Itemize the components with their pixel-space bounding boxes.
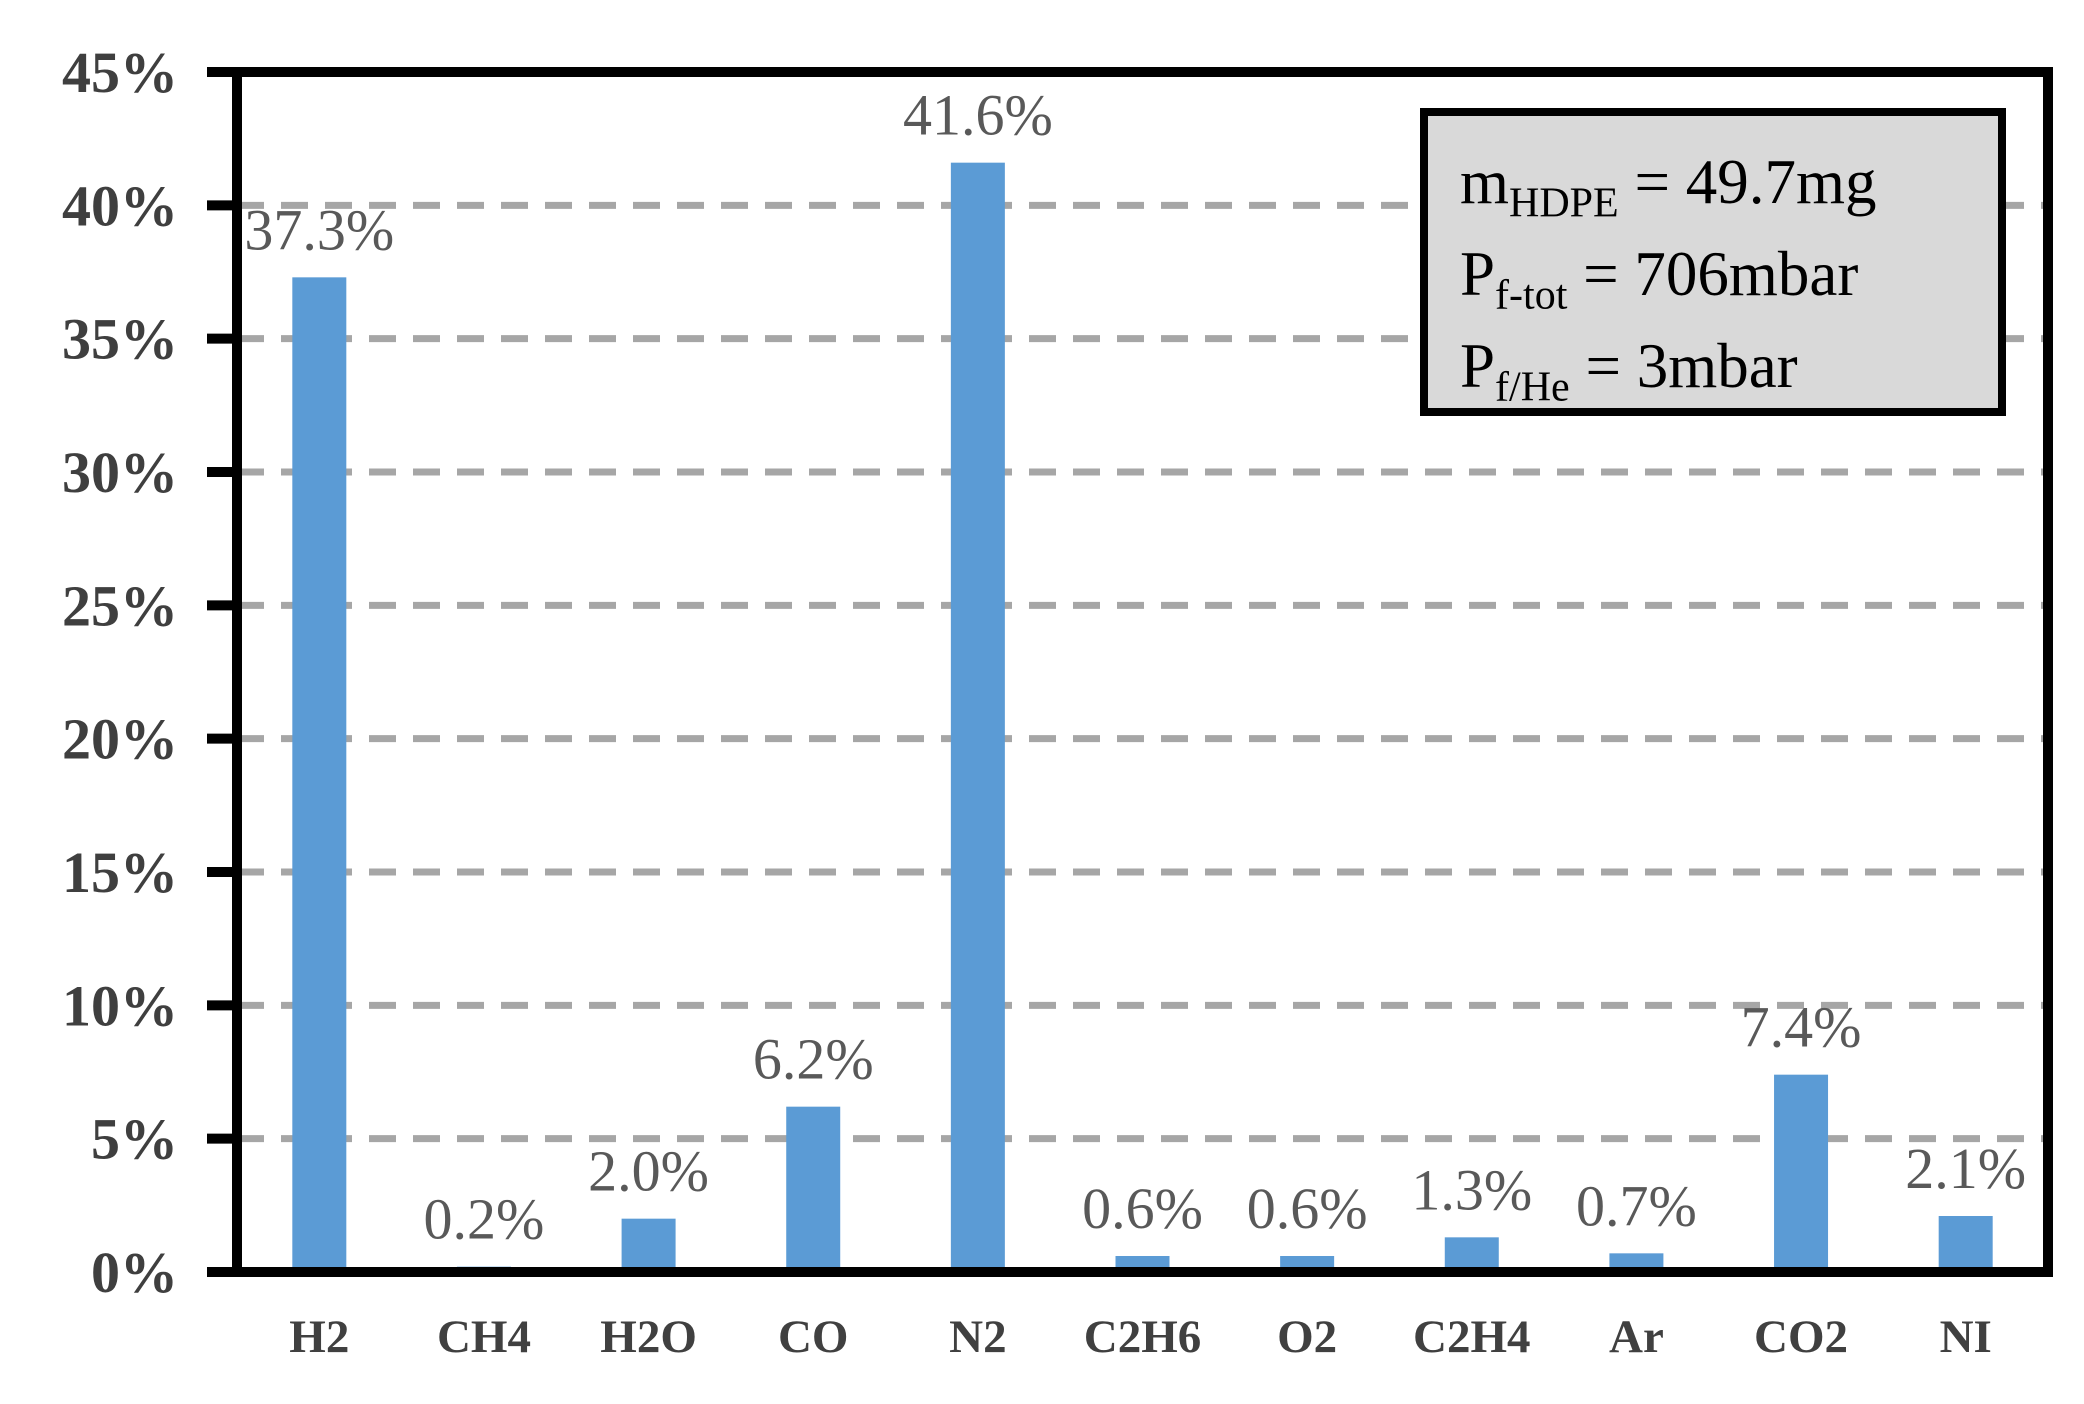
bar-label-CO: 6.2%: [753, 1027, 874, 1092]
plot-frame: [232, 67, 2053, 1277]
x-axis-label-CO: CO: [778, 1311, 849, 1363]
y-axis-labels: 0% 5% 10% 15% 20% 25% 30% 35% 40% 45%: [62, 40, 178, 1305]
y-axis-label: 15%: [62, 840, 178, 905]
bar-H2: [292, 277, 347, 1272]
annotation-line: mHDPE = 49.7mg: [1460, 147, 1877, 227]
x-axis-label-N2: N2: [949, 1311, 1006, 1363]
y-axis-label: 0%: [91, 1240, 178, 1305]
y-axis-label: 10%: [62, 973, 178, 1038]
x-axis-label-CH4: CH4: [437, 1311, 531, 1363]
x-axis-label-H2O: H2O: [600, 1311, 697, 1363]
x-axis-label-C2H4: C2H4: [1413, 1311, 1531, 1363]
bar-label-N2: 41.6%: [903, 83, 1053, 148]
x-axis-label-O2: O2: [1277, 1311, 1337, 1363]
bar-CO: [786, 1106, 841, 1272]
y-axis-label: 35%: [62, 307, 178, 372]
bar-N2: [950, 162, 1005, 1273]
y-axis-label: 30%: [62, 440, 178, 505]
y-axis-label: 25%: [62, 573, 178, 638]
bar-label-CH4: 0.2%: [424, 1187, 545, 1252]
bar-label-H2: 37.3%: [244, 197, 394, 262]
bars: [292, 162, 1993, 1273]
annotation-box: mHDPE = 49.7mg Pf-tot = 706mbar Pf/He = 3m…: [1420, 108, 2006, 416]
y-axis-label: 5%: [91, 1107, 178, 1172]
x-axis-label-NI: NI: [1940, 1311, 1992, 1363]
y-axis-label: 40%: [62, 173, 178, 238]
data-labels: 37.3% 0.2% 2.0% 6.2% 41.6% 0.6% 0.6% 1.3% 0.7% 7.…: [244, 83, 2026, 1252]
bar-NI: [1938, 1216, 1993, 1272]
y-axis-ticks: [207, 67, 237, 1277]
y-axis-label: 45%: [62, 40, 178, 105]
bar-label-NI: 2.1%: [1905, 1136, 2026, 1201]
bar-CO2: [1774, 1074, 1829, 1272]
bar-label-C2H4: 1.3%: [1411, 1157, 1532, 1222]
annotation-line: Pf-tot = 706mbar: [1460, 239, 1859, 319]
x-axis-label-C2H6: C2H6: [1084, 1311, 1202, 1363]
bar-H2O: [621, 1218, 676, 1272]
bar-label-CO2: 7.4%: [1741, 995, 1862, 1060]
x-axis-label-CO2: CO2: [1754, 1311, 1848, 1363]
x-axis-label-H2: H2: [289, 1311, 349, 1363]
bar-label-Ar: 0.7%: [1576, 1173, 1697, 1238]
bar-C2H4: [1444, 1237, 1499, 1272]
x-axis-label-Ar: Ar: [1609, 1311, 1664, 1363]
annotation-line: Pf/He = 3mbar: [1460, 331, 1798, 411]
bar-label-O2: 0.6%: [1247, 1176, 1368, 1241]
y-axis-label: 20%: [62, 707, 178, 772]
bar-label-C2H6: 0.6%: [1082, 1176, 1203, 1241]
bar-label-H2O: 2.0%: [588, 1139, 709, 1204]
x-axis-labels: H2 CH4 H2O CO N2 C2H6 O2 C2H4 Ar CO2 NI: [289, 1311, 1992, 1363]
